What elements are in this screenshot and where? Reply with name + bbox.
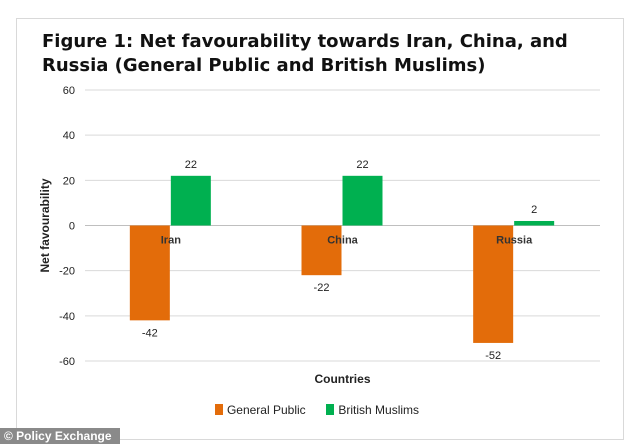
data-label: 2 [531,204,537,216]
y-tick-label: 40 [63,130,75,142]
legend-swatch-british-muslims [326,404,335,416]
y-tick-label: 0 [69,221,75,233]
bar [129,225,170,321]
x-tick-label: China [327,235,358,247]
data-label: -42 [142,327,158,339]
bar [170,175,211,226]
bar [301,225,342,276]
y-tick-label: -60 [59,356,75,368]
data-label: -22 [314,282,330,294]
data-label: -52 [485,350,501,362]
data-label: 22 [356,159,368,171]
x-tick-label: Iran [161,235,181,247]
x-tick-label: Russia [496,235,533,247]
bar [514,220,555,226]
y-tick-label: 60 [63,85,75,97]
data-label: 22 [185,159,197,171]
y-tick-label: -40 [59,311,75,323]
y-axis-label: Net favourability [38,178,52,272]
watermark: © Policy Exchange [0,428,120,444]
y-tick-label: -20 [59,266,75,278]
legend: General Public British Muslims [0,402,634,417]
y-tick-label: 20 [63,175,75,187]
legend-swatch-general-public [214,404,223,416]
x-axis-label: Countries [314,372,370,386]
legend-label-general-public: General Public [226,402,306,417]
legend-label-british-muslims: British Muslims [338,402,420,417]
bar [342,175,383,226]
bar [473,225,514,343]
chart-title: Figure 1: Net favourability towards Iran… [42,31,568,76]
